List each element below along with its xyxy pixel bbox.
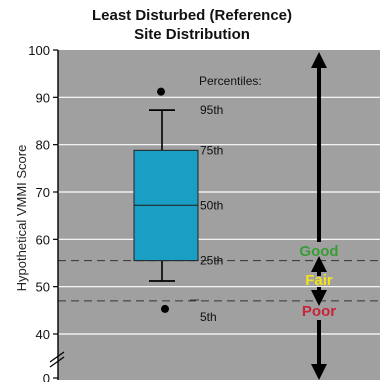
chart-title: Least Disturbed (Reference) Site Distrib… (0, 6, 384, 44)
percentile-label-95th: 95th (200, 103, 223, 117)
percentile-label-75th: 75th (200, 143, 223, 157)
y-tick-label-90: 90 (36, 90, 50, 105)
condition-label-poor: Poor (302, 303, 336, 320)
outlier-point-high (157, 87, 165, 96)
threshold-lines (58, 260, 380, 302)
y-axis: 100 90 80 70 60 50 40 0 (28, 43, 65, 382)
chart-title-line-2: Site Distribution (134, 26, 250, 43)
percentile-labels: Percentiles: 95th 75th 50th 25th 5th (190, 74, 262, 324)
y-tick-label-40: 40 (36, 327, 50, 342)
y-tick-label-60: 60 (36, 232, 50, 247)
y-tick-label-0: 0 (43, 371, 50, 382)
chart-title-line-1: Least Disturbed (Reference) (91, 7, 293, 24)
percentiles-header: Percentiles: (199, 74, 262, 88)
plot-background (58, 50, 380, 380)
grid-lines (58, 96, 380, 335)
condition-classes: Good Fair Poor (299, 52, 339, 380)
axis-break-mark-1 (49, 351, 65, 363)
y-axis-label: Hypothetical VMMI Score (14, 145, 29, 292)
y-tick-label-70: 70 (36, 185, 50, 200)
y-tick-label-80: 80 (36, 138, 50, 153)
outlier-point-low (161, 304, 169, 313)
axis-break-mark-2 (49, 356, 65, 368)
percentile-label-50th: 50th (200, 198, 223, 212)
percentile-label-25th: 25th (200, 254, 223, 268)
box-plot (133, 87, 199, 313)
y-tick-label-100: 100 (28, 43, 50, 58)
percentile-label-5th: 5th (200, 310, 217, 324)
condition-label-good: Good (299, 243, 338, 260)
condition-label-fair: Fair (305, 272, 333, 289)
y-tick-label-50: 50 (36, 280, 50, 295)
plot-area (58, 50, 380, 380)
